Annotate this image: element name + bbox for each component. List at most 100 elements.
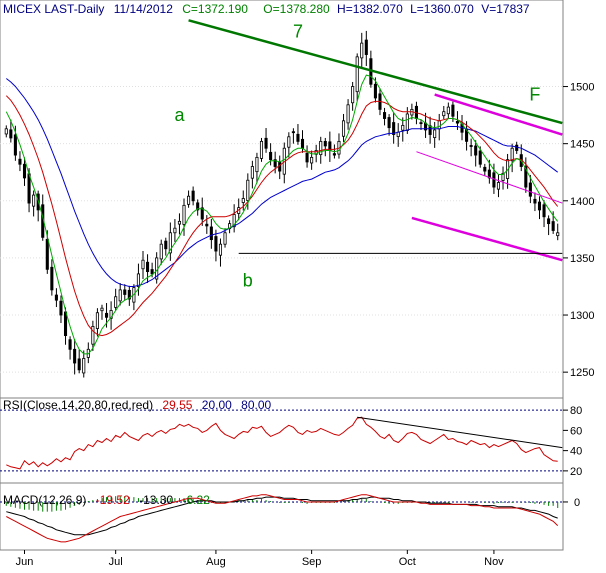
candle-body [291, 131, 295, 134]
candle-body [232, 214, 236, 228]
channel-top-line [434, 93, 563, 136]
volume-label: V=17837 [481, 2, 530, 16]
candle-body [442, 111, 446, 117]
candle-body [68, 339, 72, 350]
candle-body [45, 239, 49, 270]
candle-body [300, 138, 305, 149]
macd-tick-label: 0 [574, 497, 580, 509]
macd-signal-value: -13.30 [139, 493, 173, 507]
candle-body [241, 198, 245, 203]
wave-label-b: b [243, 270, 253, 290]
price-panel-frame [0, 0, 564, 399]
candle-body [355, 56, 359, 93]
candle-body [373, 83, 377, 99]
candle-body [109, 310, 113, 319]
symbol-label: MICEX LAST-Daily [3, 2, 104, 16]
candle-body [433, 129, 437, 139]
rsi-value: 29.55 [162, 398, 192, 412]
candle-body [501, 172, 505, 181]
rsi-tick-label: 60 [570, 425, 582, 437]
candle-body [515, 144, 519, 151]
macd-name: MACD(12,26,9) [3, 493, 86, 507]
ma-red-line [5, 95, 559, 337]
open-label: O=1378.280 [263, 2, 330, 16]
candle-body [296, 133, 300, 142]
price-grid [0, 86, 563, 373]
macd-value: -19.52 [96, 493, 130, 507]
candle-body [474, 145, 478, 156]
rsi-line [6, 416, 558, 470]
date-label: 11/14/2012 [114, 2, 173, 16]
candle-body [547, 218, 551, 225]
candle-body [556, 232, 560, 237]
wave-labels: 7 a b F [174, 21, 540, 290]
x-tick-label: Aug [206, 556, 226, 568]
rsi-tick-label: 20 [570, 466, 582, 478]
candle-body [223, 232, 227, 245]
candle-body [264, 137, 268, 149]
candle-body [364, 39, 368, 55]
candle-body [214, 236, 218, 252]
rsi-panel-frame [0, 397, 564, 484]
moving-averages [5, 74, 559, 355]
x-tick-label: Jun [16, 556, 34, 568]
wave-label-F: F [529, 84, 540, 104]
candle-body [278, 162, 282, 172]
candle-body [269, 151, 273, 161]
candle-body [9, 129, 13, 139]
candle-body [123, 289, 127, 295]
price-tick-label: 1350 [570, 253, 594, 265]
x-tick-label: Sep [302, 556, 322, 568]
candle-body [351, 86, 355, 104]
price-tick-label: 1400 [570, 196, 594, 208]
candle-body [332, 153, 336, 156]
candle-body [259, 140, 264, 159]
candle-body [105, 312, 109, 318]
candle-body [401, 124, 405, 131]
candle-body [451, 104, 455, 117]
macd-y-axis: 0 [0, 497, 580, 509]
rsi-y-axis: 20 40 60 80 [0, 405, 582, 478]
candle-body [542, 204, 546, 218]
rsi-low-level: 20.00 [202, 398, 232, 412]
candle-body [287, 136, 291, 148]
candle-body [533, 198, 537, 204]
rsi-name: RSI(Close,14,20,80,red,red) [3, 398, 153, 412]
candle-body [200, 207, 204, 220]
candle-body [524, 166, 528, 188]
candle-body [496, 182, 501, 190]
candle-body [255, 156, 259, 173]
candle-body [346, 104, 350, 124]
trend-lines [188, 19, 563, 262]
candle-body [455, 120, 459, 124]
candle-body [551, 221, 555, 231]
macd-hist-value: -6.22 [182, 493, 210, 507]
candle-body [114, 296, 118, 308]
channel-mid-line [416, 151, 563, 204]
candle-body [91, 326, 95, 345]
candle-body [159, 243, 163, 260]
candle-body [209, 226, 213, 241]
macd-series [5, 494, 559, 543]
candle-body [32, 194, 36, 207]
candle-body [22, 163, 27, 179]
candle-body [127, 289, 131, 300]
candle-body [77, 358, 81, 371]
candle-body [173, 227, 177, 234]
candle-body [469, 145, 473, 147]
candle-body [250, 166, 254, 179]
candle-body [13, 134, 17, 156]
candle-body [537, 201, 542, 211]
candle-body [95, 312, 99, 329]
candle-body [4, 128, 8, 135]
candle-body [141, 259, 145, 270]
ma-green-line [5, 74, 559, 355]
candle-body [392, 122, 396, 135]
macd-line [6, 494, 559, 543]
x-tick-label: Nov [484, 556, 504, 568]
candle-body [492, 172, 496, 188]
macd-panel-frame [0, 482, 564, 551]
close-label: C=1372.190 [182, 2, 248, 16]
candle-body [218, 243, 223, 256]
